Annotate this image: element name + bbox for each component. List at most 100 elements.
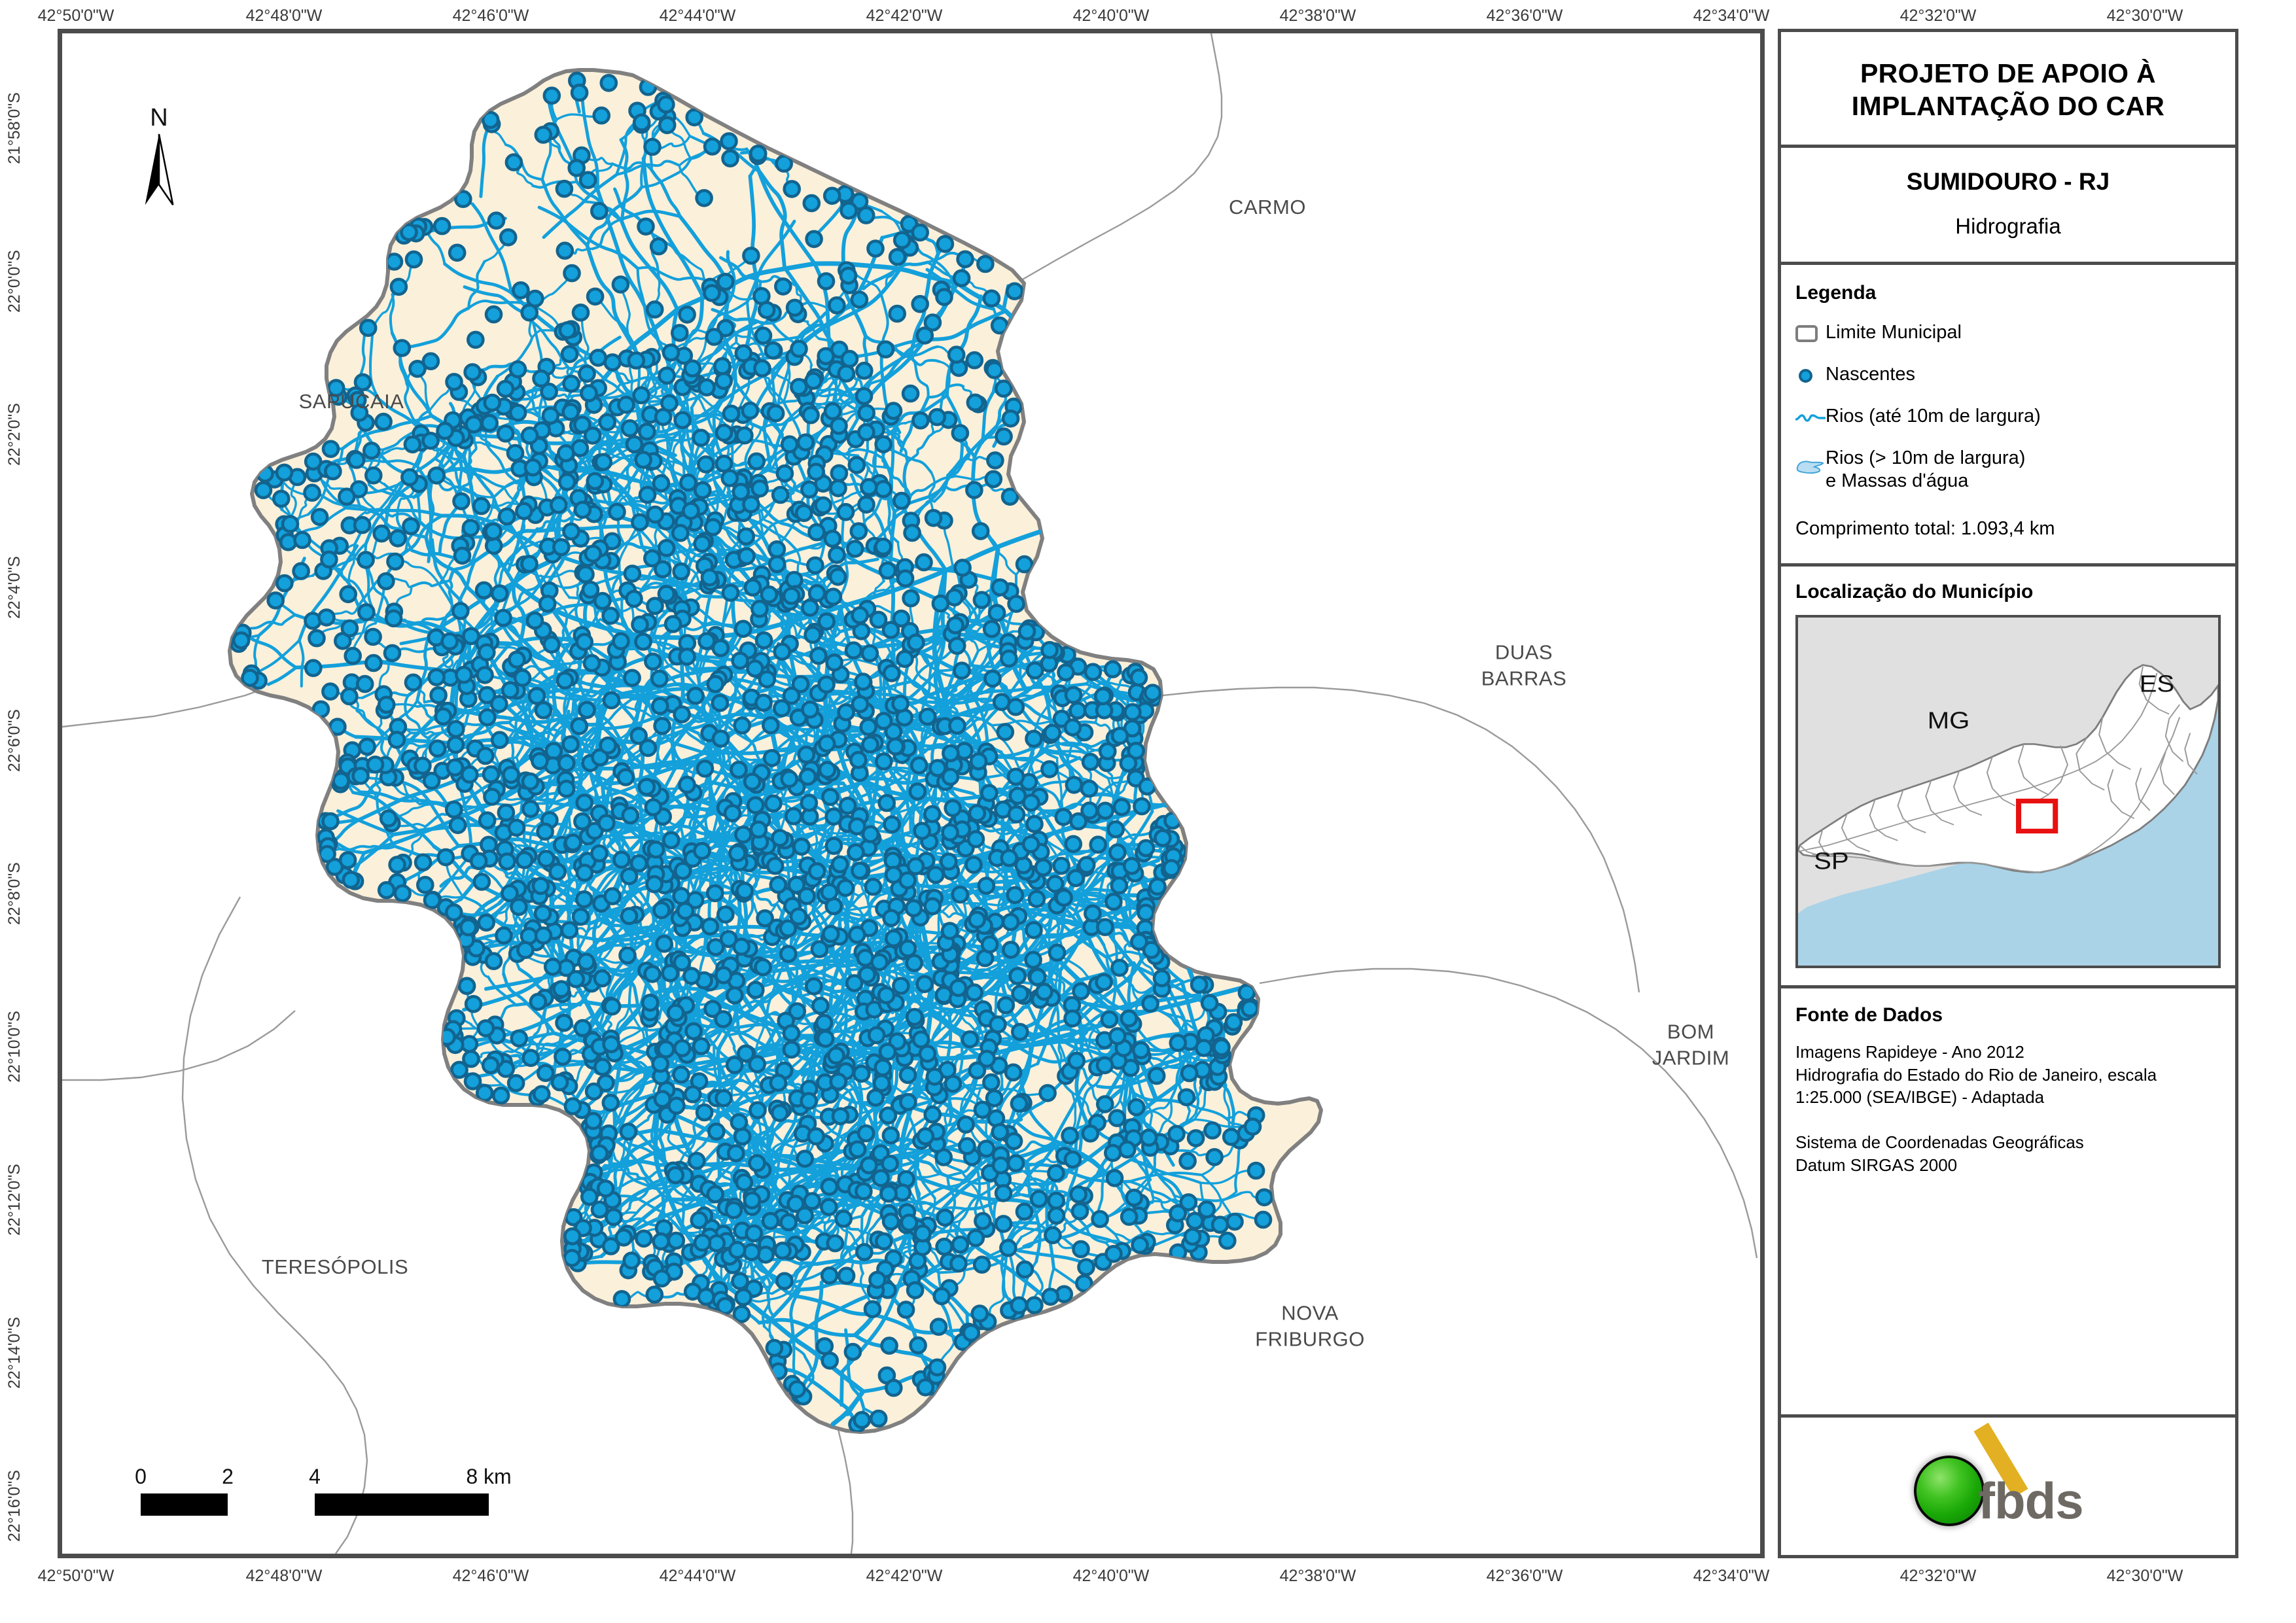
spring-point (651, 1055, 670, 1073)
spring-point (961, 1030, 980, 1049)
spring-point (1040, 760, 1059, 778)
spring-point (601, 606, 620, 625)
spring-point (241, 669, 259, 688)
spring-point (476, 746, 495, 765)
spring-point (415, 875, 434, 894)
spring-point (556, 241, 574, 260)
spring-point (877, 794, 896, 812)
spring-point (733, 716, 751, 735)
spring-point (303, 483, 321, 502)
spring-point (1007, 805, 1026, 824)
spring-point (690, 1211, 709, 1229)
river-segment (980, 530, 1017, 576)
spring-point (1025, 729, 1043, 748)
spring-point (520, 555, 539, 573)
spring-point (985, 1089, 1004, 1108)
spring-point (1096, 801, 1114, 820)
spring-point (1004, 1132, 1023, 1151)
spring-point (1255, 1188, 1273, 1207)
spring-point (908, 782, 927, 801)
river-segment (620, 543, 716, 576)
spring-point (982, 1073, 1000, 1092)
spring-point (631, 513, 649, 532)
spring-point (775, 1272, 794, 1291)
spring-point (645, 300, 664, 319)
spring-point (475, 1083, 494, 1102)
spring-point (1104, 892, 1123, 911)
map-canvas[interactable] (62, 33, 1760, 1554)
spring-point (340, 687, 359, 706)
spring-point (521, 1049, 540, 1067)
spring-point (1006, 886, 1025, 905)
spring-point (563, 1097, 582, 1115)
spring-point (480, 413, 499, 432)
spring-point (966, 1229, 985, 1248)
spring-point (538, 595, 557, 613)
spring-point (1025, 921, 1043, 939)
spring-point (654, 560, 672, 579)
river-segment (882, 457, 896, 514)
spring-point (1084, 663, 1103, 682)
spring-point (857, 423, 875, 442)
spring-point (1022, 794, 1040, 812)
spring-point (936, 235, 955, 253)
spring-point (612, 632, 630, 651)
spring-point (809, 646, 828, 665)
spring-point (820, 1198, 838, 1216)
spring-point (563, 1227, 582, 1246)
river-segment (1188, 1103, 1227, 1120)
spring-point (582, 654, 601, 672)
spring-point (1024, 951, 1042, 969)
spring-point (543, 958, 562, 976)
spring-point (1015, 555, 1034, 574)
spring-point (721, 584, 740, 602)
spring-point (915, 975, 934, 994)
river-segment (1200, 1139, 1241, 1176)
neighbour-boundary-line-1 (62, 1010, 296, 1081)
spring-point (1027, 890, 1046, 908)
spring-point (810, 940, 829, 958)
river-segment (569, 440, 602, 480)
spring-point (762, 749, 781, 767)
river-segment (1057, 1043, 1067, 1077)
spring-point (935, 1237, 953, 1256)
spring-point (578, 701, 596, 720)
spring-point (994, 1184, 1013, 1202)
spring-point (891, 695, 910, 713)
river-segment (663, 714, 714, 739)
spring-point (440, 632, 459, 651)
spring-point (377, 572, 395, 591)
spring-point (918, 707, 937, 726)
river-segment (814, 1280, 824, 1357)
spring-point (621, 806, 640, 825)
spring-point (697, 1287, 716, 1306)
spring-point (911, 1030, 930, 1049)
spring-point (745, 1224, 764, 1243)
spring-point (533, 904, 552, 923)
spring-point (928, 408, 947, 427)
spring-point (828, 567, 847, 586)
spring-point (983, 669, 1002, 688)
spring-point (741, 401, 760, 420)
spring-point (1120, 1009, 1139, 1028)
spring-point (1125, 1189, 1144, 1207)
spring-point (504, 153, 523, 171)
spring-point (637, 423, 656, 441)
spring-point (404, 673, 423, 692)
spring-point (733, 1127, 752, 1146)
spring-point (578, 171, 597, 189)
spring-point (828, 546, 846, 565)
spring-point (377, 881, 396, 899)
spring-point (463, 1072, 482, 1091)
spring-point (477, 913, 496, 932)
spring-point (557, 754, 576, 773)
spring-point (476, 1019, 495, 1038)
spring-point (705, 328, 724, 346)
spring-point (977, 1140, 996, 1158)
spring-point (266, 591, 285, 610)
spring-point (403, 435, 422, 454)
spring-point (953, 661, 971, 680)
spring-point (541, 406, 560, 425)
spring-point (593, 591, 612, 610)
